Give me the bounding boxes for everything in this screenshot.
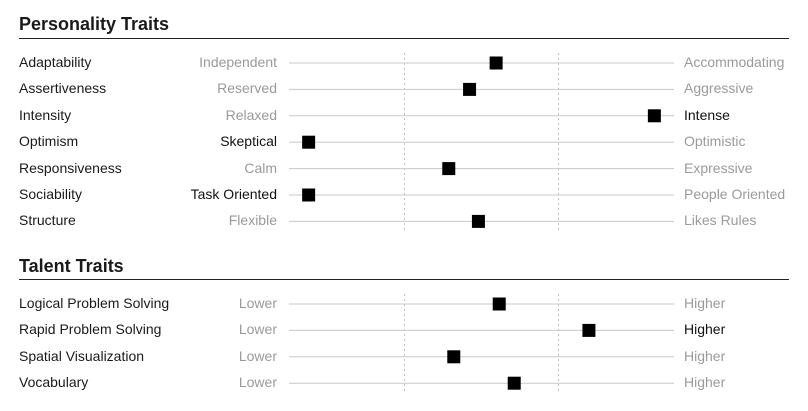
score-marker bbox=[442, 162, 456, 176]
trait-name: Vocabulary bbox=[19, 374, 89, 391]
score-marker bbox=[507, 376, 521, 390]
score-marker bbox=[302, 188, 316, 202]
low-pole-label: Independent bbox=[199, 54, 277, 70]
high-pole-label: Optimistic bbox=[684, 133, 746, 150]
trait-name: Rapid Problem Solving bbox=[19, 321, 162, 338]
section-divider bbox=[19, 38, 789, 39]
low-pole-label: Calm bbox=[244, 159, 277, 176]
score-marker bbox=[302, 135, 316, 149]
trait-name: Responsiveness bbox=[19, 159, 122, 176]
score-marker bbox=[471, 214, 485, 228]
high-pole-label: Expressive bbox=[684, 159, 753, 176]
high-pole-label: Accommodating bbox=[684, 54, 785, 70]
score-marker bbox=[647, 109, 661, 123]
score-marker bbox=[582, 323, 596, 337]
low-pole-label: Task Oriented bbox=[190, 186, 277, 202]
section-divider bbox=[19, 279, 789, 280]
low-pole-label: Reserved bbox=[217, 80, 277, 97]
high-pole-label: Higher bbox=[684, 374, 726, 391]
high-pole-label: Intense bbox=[684, 106, 730, 123]
high-pole-label: Likes Rules bbox=[684, 212, 757, 229]
score-marker bbox=[447, 350, 461, 364]
high-pole-label: People Oriented bbox=[684, 186, 786, 202]
high-pole-label: Higher bbox=[684, 347, 726, 364]
trait-name: Intensity bbox=[19, 106, 72, 123]
score-marker bbox=[492, 297, 506, 311]
trait-name: Spatial Visualization bbox=[19, 347, 145, 364]
section-title: Talent Traits bbox=[19, 256, 124, 276]
score-marker bbox=[463, 82, 477, 96]
low-pole-label: Lower bbox=[238, 347, 277, 364]
section-title: Personality Traits bbox=[19, 14, 170, 34]
low-pole-label: Flexible bbox=[228, 212, 277, 229]
low-pole-label: Lower bbox=[238, 295, 277, 311]
low-pole-label: Relaxed bbox=[225, 106, 277, 123]
score-marker bbox=[489, 56, 503, 70]
high-pole-label: Higher bbox=[684, 321, 726, 338]
trait-name: Sociability bbox=[19, 186, 83, 202]
trait-name: Structure bbox=[19, 212, 76, 229]
low-pole-label: Skeptical bbox=[220, 133, 277, 150]
trait-name: Logical Problem Solving bbox=[19, 295, 170, 311]
low-pole-label: Lower bbox=[238, 374, 277, 391]
high-pole-label: Aggressive bbox=[684, 80, 754, 97]
low-pole-label: Lower bbox=[238, 321, 277, 338]
trait-name: Optimism bbox=[19, 133, 79, 150]
high-pole-label: Higher bbox=[684, 295, 726, 311]
trait-name: Adaptability bbox=[19, 54, 92, 70]
trait-name: Assertiveness bbox=[19, 80, 107, 97]
